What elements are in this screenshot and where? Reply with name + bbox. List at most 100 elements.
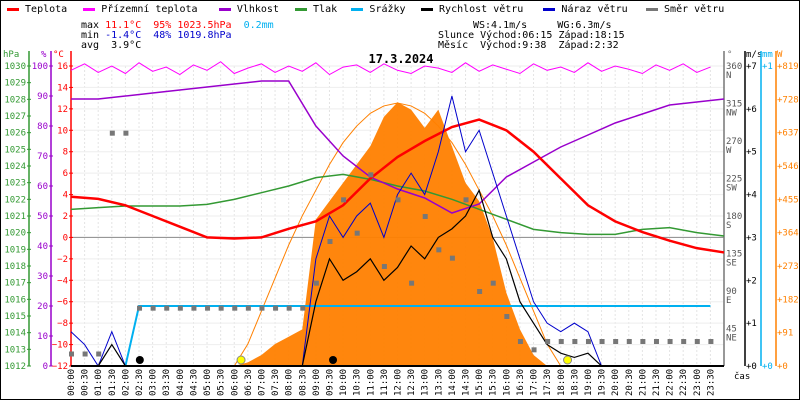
wind-direction-point xyxy=(273,305,279,311)
tick-label: −4 xyxy=(57,276,68,286)
wind-direction-point xyxy=(436,247,442,253)
radiation-axis-unit: W xyxy=(777,50,783,60)
tick-label: +637 xyxy=(777,129,799,139)
x-tick-label: 15:30 xyxy=(489,369,499,396)
tick-label: 8 xyxy=(63,148,68,158)
wind-direction-point xyxy=(545,339,551,344)
wind-direction-point xyxy=(613,339,619,344)
x-tick-label: 01:00 xyxy=(94,369,104,396)
x-tick-label: 17:00 xyxy=(530,369,540,396)
wind-direction-point xyxy=(368,172,374,178)
tick-label: 60 xyxy=(37,182,48,192)
wind-direction-point xyxy=(463,197,469,203)
tick-label: +4 xyxy=(746,191,757,201)
wind-direction-point xyxy=(477,289,483,294)
tick-label: +0 xyxy=(746,362,757,372)
tick-label: +364 xyxy=(777,229,799,239)
x-tick-label: 21:00 xyxy=(638,369,648,396)
wind-direction-point xyxy=(109,130,115,136)
tick-label: +182 xyxy=(777,295,799,305)
tick-label: 225 xyxy=(726,175,742,185)
rain-axis-unit: mm xyxy=(762,50,773,60)
tick-label: 315 xyxy=(726,100,742,110)
x-tick-label: 05:00 xyxy=(203,369,213,396)
humidity-axis-unit: % xyxy=(41,50,47,60)
wind-direction-point xyxy=(395,197,401,203)
tick-label: 30 xyxy=(37,272,48,282)
tick-label: 270 xyxy=(726,137,742,147)
tick-label: E xyxy=(726,296,731,306)
wind-direction-point xyxy=(409,280,415,286)
stat-min: min -1.4°C 48% 1019.8hPa xyxy=(81,30,232,41)
temperature-line xyxy=(70,118,725,254)
tick-label: 50 xyxy=(37,212,48,222)
tick-label: 1024 xyxy=(4,162,26,172)
x-tick-label: 13:30 xyxy=(434,369,444,396)
x-tick-label: 16:30 xyxy=(516,369,526,396)
tick-label: +455 xyxy=(777,195,799,205)
tick-label: 16 xyxy=(57,62,68,72)
wind-direction-point xyxy=(504,314,510,319)
wind-direction-point xyxy=(694,339,700,344)
wind-direction-point xyxy=(341,197,347,203)
wind-direction-point xyxy=(82,351,88,357)
wind-direction-point xyxy=(653,339,659,344)
x-tick-label: 05:30 xyxy=(217,369,227,396)
tick-label: −8 xyxy=(57,319,68,329)
x-tick-label: 07:00 xyxy=(257,369,267,396)
stat-wind: WS:4.1m/s WG:6.3m/s xyxy=(473,20,612,31)
wind-direction-point xyxy=(177,305,183,311)
wind-direction-point xyxy=(164,305,170,311)
wind-direction-point xyxy=(150,305,156,311)
wind-direction-point xyxy=(667,339,673,344)
stat-sun: Slunce Východ:06:15 Západ:18:15 xyxy=(438,30,625,41)
wind-direction-point xyxy=(599,339,605,344)
wind-direction-point xyxy=(354,230,360,236)
tick-label: 1028 xyxy=(4,95,26,105)
tick-label: 1013 xyxy=(4,345,26,355)
tick-label: +546 xyxy=(777,162,799,172)
x-tick-label: 12:30 xyxy=(407,369,417,396)
direction-axis-unit: ° xyxy=(727,50,732,60)
wind-direction-point xyxy=(531,347,537,353)
stat-avg: avg 3.9°C xyxy=(81,40,142,51)
tick-label: −12 xyxy=(52,362,68,372)
wind-direction-point xyxy=(490,280,496,286)
tick-label: 1012 xyxy=(4,362,26,372)
x-tick-label: 20:30 xyxy=(625,369,635,396)
x-tick-label: 00:00 xyxy=(67,369,77,396)
tick-label: 1014 xyxy=(4,329,26,339)
tick-label: 1015 xyxy=(4,312,26,322)
tick-label: S xyxy=(726,221,731,231)
wind-direction-point xyxy=(572,339,578,344)
tick-label: 90 xyxy=(726,287,737,297)
x-tick-label: 22:30 xyxy=(679,369,689,396)
wind-direction-point xyxy=(708,339,714,344)
tick-label: 1018 xyxy=(4,262,26,272)
x-tick-label: 06:00 xyxy=(230,369,240,396)
tick-label: 80 xyxy=(37,122,48,132)
tick-label: 45 xyxy=(726,325,737,335)
x-tick-label: 03:00 xyxy=(149,369,159,396)
wind-direction-point xyxy=(232,305,238,311)
legend-item: Rychlost větru xyxy=(421,4,523,15)
tick-label: NW xyxy=(726,109,737,119)
wind-direction-point xyxy=(585,339,591,344)
legend-item: Směr větru xyxy=(646,4,724,15)
tick-label: 40 xyxy=(37,242,48,252)
x-tick-label: 11:30 xyxy=(380,369,390,396)
tick-label: −6 xyxy=(57,298,68,308)
x-tick-label: 16:00 xyxy=(502,369,512,396)
temperature-axis-unit: °C xyxy=(53,50,64,60)
x-tick-label: 23:00 xyxy=(693,369,703,396)
x-tick-label: 11:00 xyxy=(366,369,376,396)
x-tick-label: 07:30 xyxy=(271,369,281,396)
wind-direction-point xyxy=(96,351,102,357)
x-tick-label: 10:30 xyxy=(353,369,363,396)
tick-label: +1 xyxy=(762,62,773,72)
wind-direction-point xyxy=(449,255,455,261)
tick-label: +0 xyxy=(777,362,788,372)
tick-label: −10 xyxy=(52,341,68,351)
